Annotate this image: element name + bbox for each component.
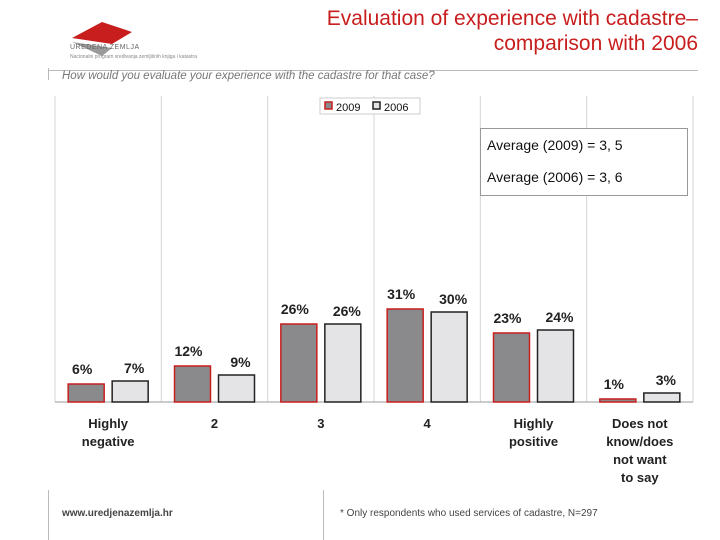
data-label-2009-1: 12% — [174, 343, 203, 359]
footer-divider-right — [323, 490, 324, 540]
bar-2009-1 — [173, 365, 212, 403]
bar-2006-2 — [324, 323, 362, 403]
data-label-2006-1: 9% — [230, 354, 251, 370]
title-line-1: Evaluation of experience with cadastre– — [326, 7, 698, 30]
title-divider — [48, 70, 698, 71]
data-label-2006-4: 24% — [545, 309, 574, 325]
bar-2009-5 — [599, 398, 637, 403]
bar-2009-4 — [492, 332, 531, 403]
logo-subtitle: Nacionalni program sređivanja zemljišnih… — [70, 54, 198, 60]
data-label-2009-0: 6% — [72, 361, 93, 377]
legend-swatch-2009 — [324, 101, 333, 110]
data-label-2006-0: 7% — [124, 360, 145, 376]
bar-2006-3 — [430, 311, 468, 403]
average-2009: Average (2009) = 3, 5 — [487, 137, 623, 153]
category-label-2: 3 — [317, 416, 324, 431]
data-label-2009-5: 1% — [604, 376, 625, 392]
legend-swatch-2006 — [372, 101, 381, 110]
footer-note: * Only respondents who used services of … — [340, 508, 598, 519]
bar-2009-2 — [280, 323, 318, 403]
bar-2006-1 — [217, 374, 256, 403]
data-label-2006-2: 26% — [333, 303, 362, 319]
category-label-0: Highly negative — [82, 416, 135, 449]
logo-name: UREDENA ZEMLJA — [70, 44, 140, 51]
averages-box: Average (2009) = 3, 5 Average (2006) = 3… — [480, 128, 688, 196]
footer-divider-left — [48, 490, 49, 540]
average-2006: Average (2006) = 3, 6 — [487, 169, 623, 185]
survey-question: How would you evaluate your experience w… — [62, 70, 435, 82]
bar-2009-0 — [67, 383, 105, 403]
data-label-2006-3: 30% — [439, 291, 468, 307]
legend-box — [319, 97, 421, 115]
title-line-2: comparison with 2006 — [493, 32, 698, 55]
logo-mark — [72, 22, 132, 56]
page-title: Evaluation of experience with cadastre– … — [258, 6, 698, 56]
bar-2006-0 — [111, 380, 149, 403]
bar-2006-4 — [536, 329, 575, 403]
category-label-3: 4 — [424, 416, 432, 431]
category-label-4: Highly positive — [509, 416, 558, 449]
data-label-2009-3: 31% — [387, 286, 416, 302]
category-label-1: 2 — [211, 416, 218, 431]
data-label-2009-2: 26% — [281, 301, 310, 317]
legend-label-2009: 2009 — [336, 102, 360, 114]
data-label-2009-4: 23% — [493, 310, 522, 326]
data-label-2006-5: 3% — [656, 372, 677, 388]
bar-2009-3 — [386, 308, 424, 403]
category-label-5: Does not know/does not want to say — [606, 416, 673, 485]
footer-url: www.uredjenazemlja.hr — [62, 508, 173, 519]
legend-label-2006: 2006 — [384, 102, 408, 114]
left-rule — [48, 68, 49, 80]
bar-2006-5 — [643, 392, 681, 403]
